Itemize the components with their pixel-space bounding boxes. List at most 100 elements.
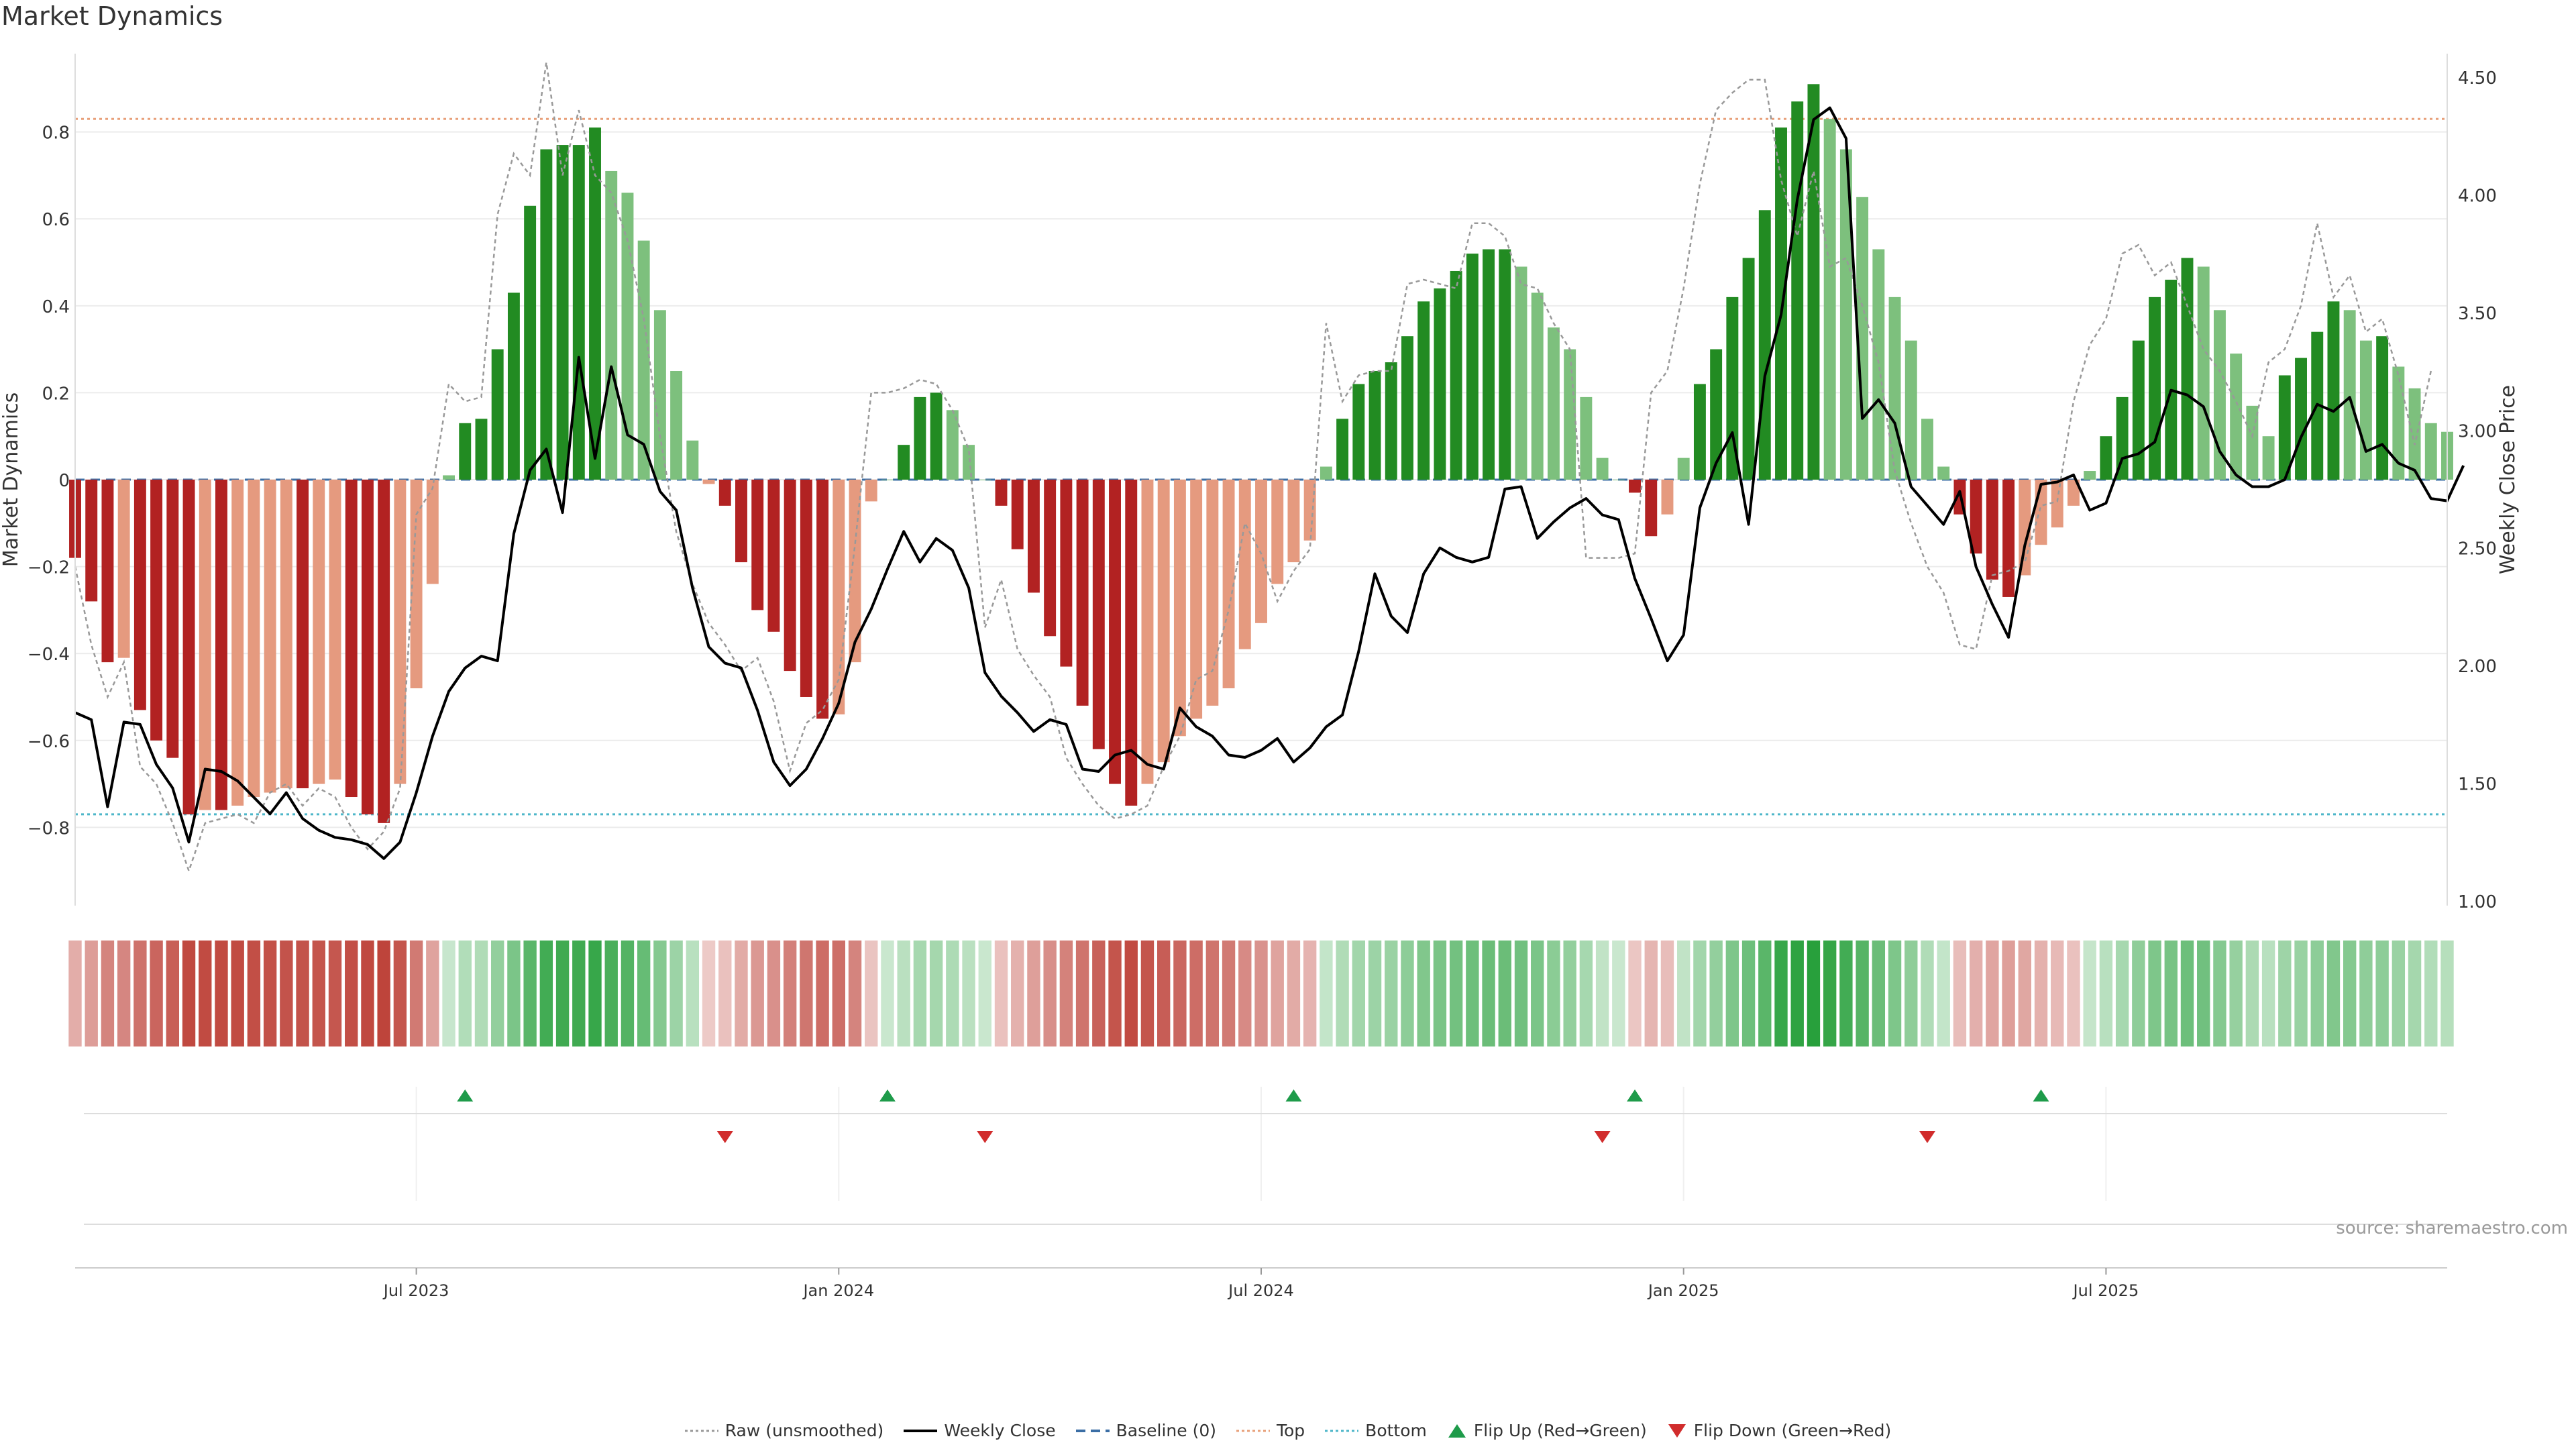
source-note: source: sharemaestro.com bbox=[2336, 1218, 2568, 1238]
market-dynamics-bar bbox=[1271, 480, 1284, 584]
market-dynamics-bar bbox=[1206, 480, 1219, 706]
market-dynamics-bar bbox=[182, 480, 195, 814]
regime-cell bbox=[1514, 941, 1528, 1046]
regime-cell bbox=[751, 941, 764, 1046]
market-dynamics-bar bbox=[2230, 354, 2243, 480]
market-dynamics-bar bbox=[670, 371, 683, 480]
market-dynamics-bar bbox=[2084, 471, 2096, 480]
market-dynamics-bar bbox=[2051, 480, 2063, 528]
regime-cell bbox=[361, 941, 374, 1046]
regime-cell bbox=[1385, 941, 1398, 1046]
market-dynamics-bar bbox=[2002, 480, 2015, 597]
market-dynamics-bar bbox=[1173, 480, 1186, 737]
market-dynamics-bar bbox=[1190, 480, 1203, 719]
regime-cell bbox=[1059, 941, 1073, 1046]
regime-cell bbox=[881, 941, 894, 1046]
market-dynamics-bar bbox=[1417, 301, 1430, 480]
y2-tick-label: 2.00 bbox=[2458, 657, 2497, 677]
triangle-down-icon bbox=[1668, 1424, 1686, 1438]
regime-cell bbox=[2115, 941, 2129, 1046]
market-dynamics-bars bbox=[69, 84, 2453, 823]
market-dynamics-bar bbox=[653, 310, 666, 480]
legend-top-swatch bbox=[1236, 1430, 1270, 1432]
market-dynamics-bar bbox=[1547, 327, 1560, 480]
market-dynamics-bar bbox=[329, 480, 341, 780]
market-dynamics-bar bbox=[1726, 297, 1739, 480]
regime-cell bbox=[621, 941, 635, 1046]
y-tick-label: 0.6 bbox=[42, 210, 70, 230]
market-dynamics-bar bbox=[1222, 480, 1235, 689]
y-tick-label: 0.2 bbox=[42, 384, 70, 404]
regime-cell bbox=[523, 941, 537, 1046]
legend-baseline: Baseline (0) bbox=[1075, 1421, 1216, 1440]
regime-cell bbox=[2326, 941, 2341, 1046]
regime-cell bbox=[2083, 941, 2096, 1046]
regime-cell bbox=[2343, 941, 2357, 1046]
regime-cell bbox=[1969, 941, 1983, 1046]
regime-cell bbox=[68, 941, 82, 1046]
regime-cell bbox=[1189, 941, 1203, 1046]
regime-cell bbox=[1140, 941, 1155, 1046]
x-tick-label: Jul 2023 bbox=[382, 1281, 449, 1300]
x-tick-label: Jan 2024 bbox=[802, 1281, 874, 1300]
regime-cell bbox=[1807, 941, 1821, 1046]
regime-cell bbox=[767, 941, 781, 1046]
regime-cell bbox=[2018, 941, 2031, 1046]
market-dynamics-bar bbox=[1011, 480, 1024, 549]
regime-cell bbox=[2424, 941, 2438, 1046]
market-dynamics-bar bbox=[1742, 258, 1755, 480]
market-dynamics-bar bbox=[297, 480, 309, 789]
regime-cell bbox=[133, 941, 147, 1046]
regime-cell bbox=[653, 941, 667, 1046]
market-dynamics-bar bbox=[816, 480, 829, 719]
market-dynamics-bar bbox=[2262, 436, 2275, 480]
flip-up-marker bbox=[457, 1089, 474, 1102]
market-dynamics-bar bbox=[1710, 349, 1723, 480]
market-dynamics-bar bbox=[2392, 366, 2405, 480]
regime-cell bbox=[2440, 941, 2454, 1046]
regime-cell bbox=[1563, 941, 1576, 1046]
regime-cell bbox=[783, 941, 797, 1046]
regime-cell bbox=[962, 941, 975, 1046]
regime-cell bbox=[2408, 941, 2422, 1046]
market-dynamics-bar bbox=[1888, 297, 1901, 480]
market-dynamics-bar bbox=[443, 475, 455, 480]
market-dynamics-bar bbox=[1385, 362, 1397, 480]
market-dynamics-bar bbox=[1596, 458, 1609, 480]
market-dynamics-bar bbox=[1060, 480, 1073, 667]
flip-up-marker bbox=[2033, 1089, 2049, 1102]
market-dynamics-bar bbox=[1791, 101, 1804, 480]
regime-cell bbox=[150, 941, 163, 1046]
market-dynamics-bar bbox=[1336, 419, 1349, 480]
market-dynamics-bar bbox=[1839, 149, 1852, 480]
regime-cell bbox=[1921, 941, 1934, 1046]
market-dynamics-bar bbox=[556, 145, 569, 480]
legend-bottom-label: Bottom bbox=[1365, 1421, 1427, 1440]
regime-cell bbox=[1644, 941, 1658, 1046]
regime-cell bbox=[1660, 941, 1674, 1046]
regime-cell bbox=[1466, 941, 1479, 1046]
market-dynamics-bar bbox=[1921, 419, 1933, 480]
market-dynamics-bar bbox=[702, 480, 715, 484]
x-axis: Jul 2023 Jan 2024 Jul 2024 Jan 2025 Jul 2025 bbox=[75, 1267, 2447, 1300]
regime-cell bbox=[1271, 941, 1284, 1046]
regime-cell bbox=[1173, 941, 1187, 1046]
market-dynamics-bar bbox=[313, 480, 325, 784]
legend-baseline-swatch bbox=[1075, 1429, 1110, 1432]
regime-cell bbox=[2359, 941, 2373, 1046]
regime-cell bbox=[702, 941, 716, 1046]
chart-title: Market Dynamics bbox=[1, 1, 223, 31]
regime-cell bbox=[166, 941, 180, 1046]
legend-weekly-close-swatch bbox=[904, 1429, 938, 1432]
y2-tick-label: 1.00 bbox=[2458, 892, 2497, 912]
market-dynamics-bar bbox=[1564, 349, 1576, 480]
regime-cell bbox=[2294, 941, 2308, 1046]
x-tick-label: Jul 2025 bbox=[2072, 1281, 2139, 1300]
market-dynamics-bar bbox=[2181, 258, 2194, 480]
regime-cell bbox=[442, 941, 455, 1046]
market-dynamics-bar bbox=[361, 480, 374, 814]
legend-raw-swatch bbox=[684, 1430, 718, 1432]
market-dynamics-bar bbox=[1580, 396, 1593, 480]
regime-strip bbox=[68, 941, 2454, 1046]
